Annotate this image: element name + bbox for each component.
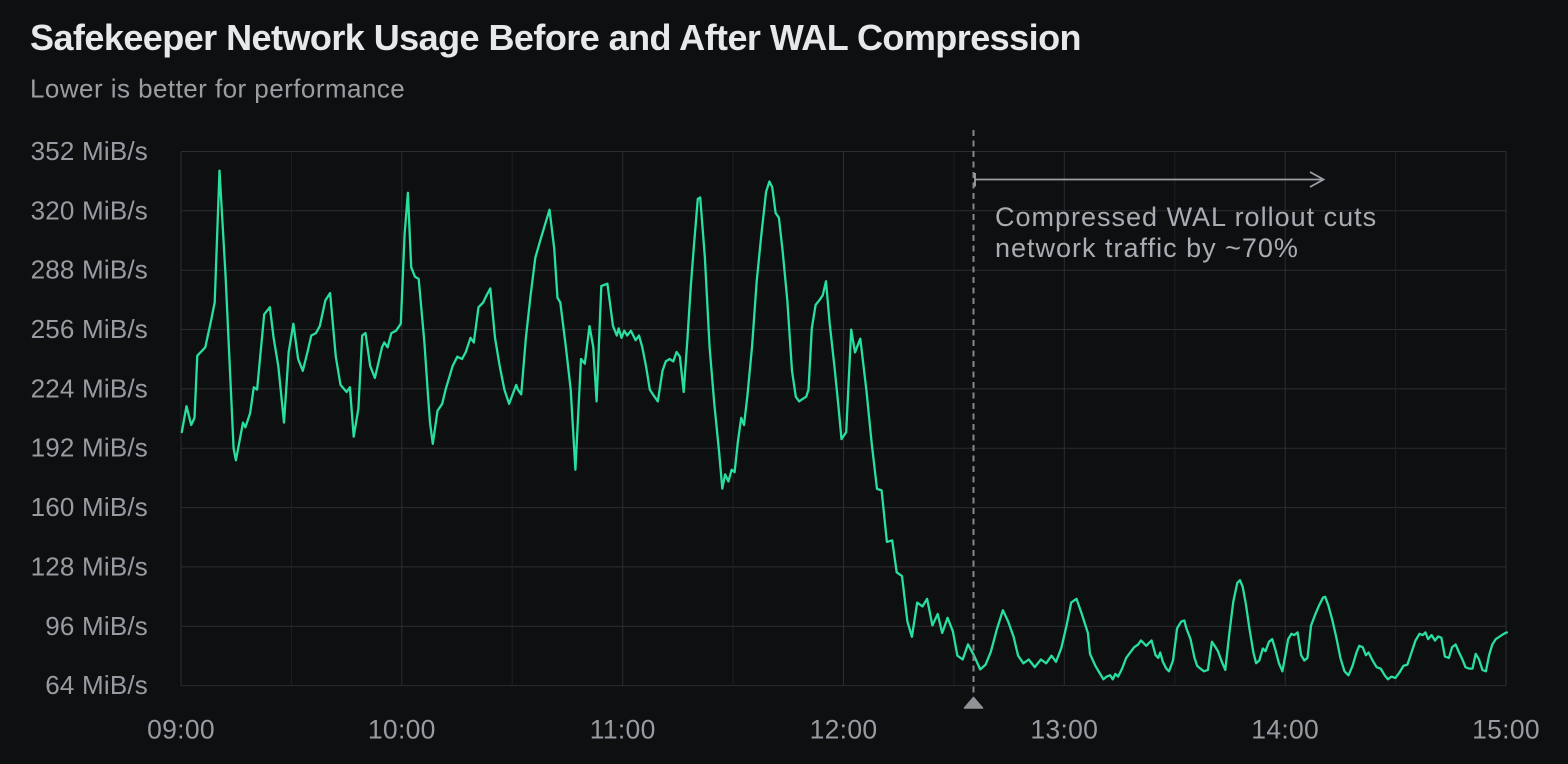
- svg-text:13:00: 13:00: [1030, 715, 1098, 745]
- svg-text:320 MiB/s: 320 MiB/s: [31, 195, 148, 225]
- svg-text:128 MiB/s: 128 MiB/s: [31, 551, 148, 581]
- svg-text:160 MiB/s: 160 MiB/s: [31, 492, 148, 522]
- svg-text:10:00: 10:00: [368, 715, 436, 745]
- svg-text:256 MiB/s: 256 MiB/s: [31, 314, 148, 344]
- svg-text:352 MiB/s: 352 MiB/s: [31, 136, 148, 166]
- svg-text:Lower is better for performanc: Lower is better for performance: [30, 74, 405, 104]
- svg-text:64 MiB/s: 64 MiB/s: [45, 670, 148, 700]
- svg-text:96 MiB/s: 96 MiB/s: [45, 611, 148, 641]
- svg-text:192 MiB/s: 192 MiB/s: [31, 433, 148, 463]
- svg-text:14:00: 14:00: [1251, 715, 1319, 745]
- svg-text:09:00: 09:00: [147, 715, 215, 745]
- svg-text:Safekeeper Network Usage Befor: Safekeeper Network Usage Before and Afte…: [30, 17, 1081, 58]
- svg-text:12:00: 12:00: [810, 715, 878, 745]
- svg-text:Compressed WAL rollout cuts: Compressed WAL rollout cuts: [995, 202, 1377, 232]
- svg-text:15:00: 15:00: [1472, 715, 1540, 745]
- svg-text:224 MiB/s: 224 MiB/s: [31, 373, 148, 403]
- svg-text:288 MiB/s: 288 MiB/s: [31, 255, 148, 285]
- svg-text:network traffic by ~70%: network traffic by ~70%: [995, 233, 1299, 263]
- svg-text:11:00: 11:00: [590, 715, 656, 745]
